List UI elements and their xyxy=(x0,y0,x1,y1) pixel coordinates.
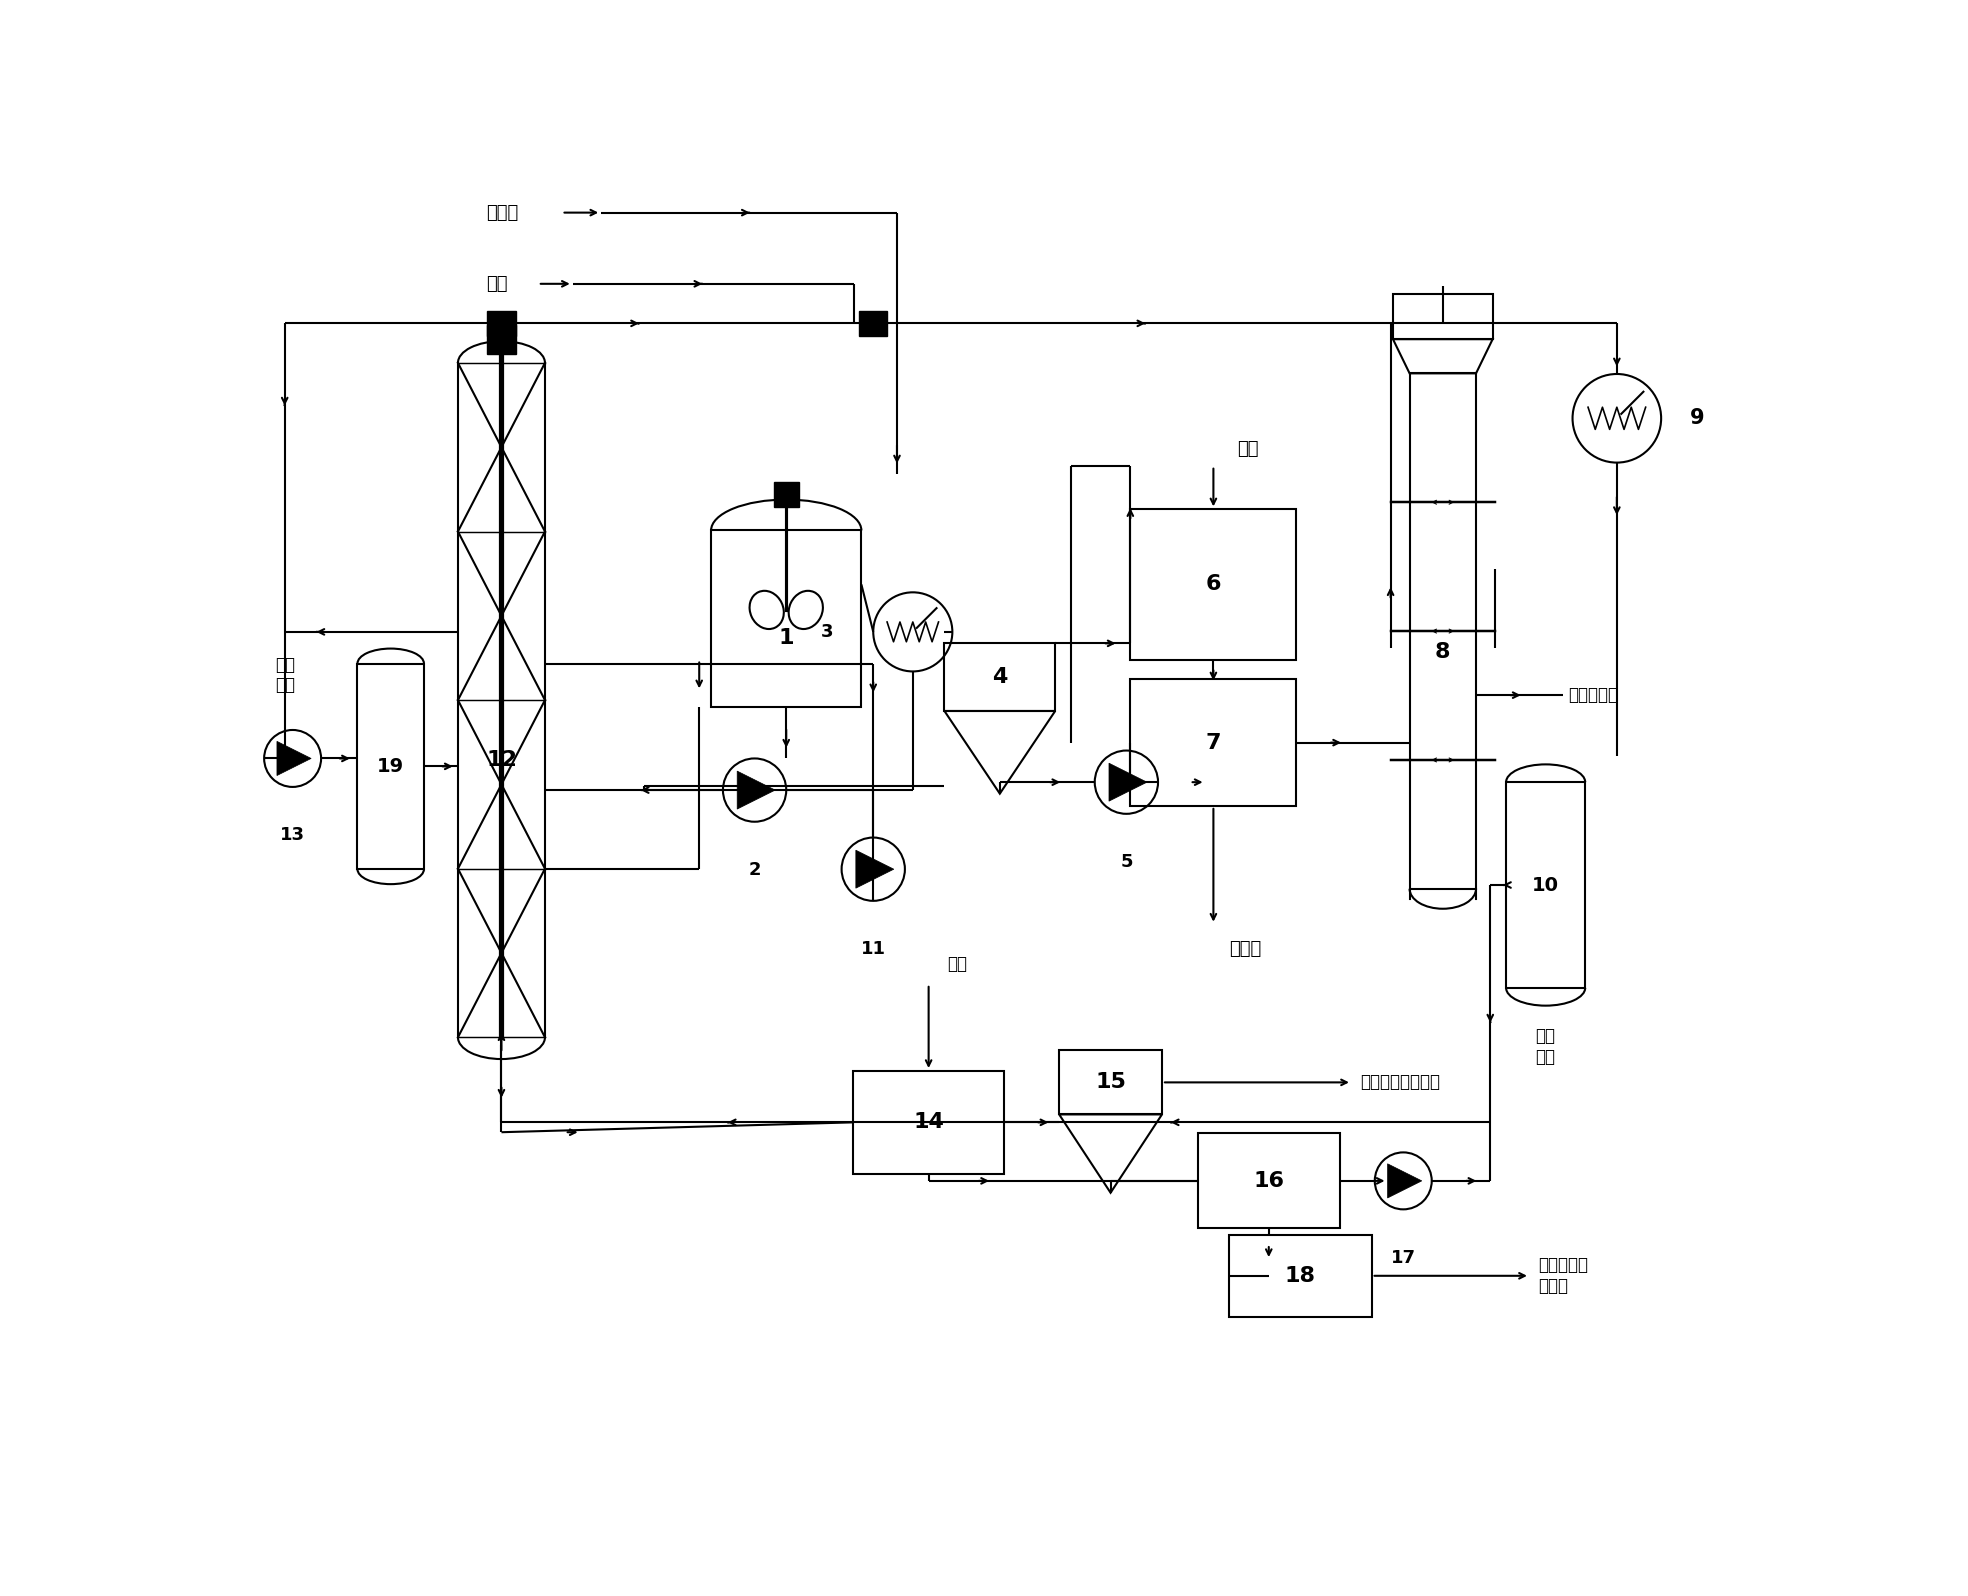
Text: 3: 3 xyxy=(821,622,834,642)
Text: 氯化铵纯品
去包装: 氯化铵纯品 去包装 xyxy=(1537,1256,1588,1296)
Bar xyxy=(1506,782,1584,988)
Polygon shape xyxy=(856,851,893,889)
Text: 7: 7 xyxy=(1206,733,1222,753)
Text: 18: 18 xyxy=(1285,1266,1317,1286)
Bar xyxy=(488,311,516,337)
Text: 丁酮胺粗品去精馏: 丁酮胺粗品去精馏 xyxy=(1360,1074,1441,1092)
Bar xyxy=(858,311,888,337)
Text: 一甲: 一甲 xyxy=(486,275,508,292)
Bar xyxy=(945,643,1055,710)
Text: 10: 10 xyxy=(1533,876,1559,894)
Polygon shape xyxy=(277,742,311,776)
Polygon shape xyxy=(1387,1163,1421,1199)
Bar xyxy=(1230,1235,1372,1317)
Bar xyxy=(1199,1133,1340,1229)
Bar xyxy=(1059,1050,1161,1114)
Text: 液氨: 液氨 xyxy=(949,954,968,974)
Text: 5: 5 xyxy=(1120,854,1134,871)
Text: 新鲜
溶剂: 新鲜 溶剂 xyxy=(1535,1028,1555,1066)
Text: 4: 4 xyxy=(992,667,1008,688)
Bar xyxy=(710,530,862,707)
Bar xyxy=(358,664,423,870)
Polygon shape xyxy=(1110,763,1147,801)
Text: 氮气: 氮气 xyxy=(1238,440,1260,458)
Text: 2: 2 xyxy=(748,862,762,879)
Text: 16: 16 xyxy=(1254,1171,1285,1191)
Text: 氯化铵: 氯化铵 xyxy=(1230,940,1261,958)
Text: 1: 1 xyxy=(779,629,793,648)
Text: 15: 15 xyxy=(1094,1073,1126,1092)
Bar xyxy=(1409,373,1476,889)
Text: 12: 12 xyxy=(486,750,518,769)
Text: 新鲜
溶剂: 新鲜 溶剂 xyxy=(276,656,295,694)
Text: 成品去包装: 成品去包装 xyxy=(1568,686,1618,704)
Text: 6: 6 xyxy=(1206,575,1222,594)
Text: 9: 9 xyxy=(1691,409,1704,428)
Bar xyxy=(1130,680,1297,806)
Bar xyxy=(488,326,516,354)
Text: 丁酮胺: 丁酮胺 xyxy=(486,204,518,222)
Polygon shape xyxy=(738,771,775,809)
Bar xyxy=(1393,294,1492,340)
Text: 13: 13 xyxy=(279,827,305,844)
Text: 17: 17 xyxy=(1391,1250,1415,1267)
Text: 11: 11 xyxy=(860,940,886,958)
Text: 8: 8 xyxy=(1435,643,1450,662)
Bar xyxy=(1130,509,1297,659)
Bar xyxy=(854,1071,1004,1173)
Bar xyxy=(773,482,799,508)
Text: 19: 19 xyxy=(378,757,403,776)
Text: 14: 14 xyxy=(913,1112,945,1132)
